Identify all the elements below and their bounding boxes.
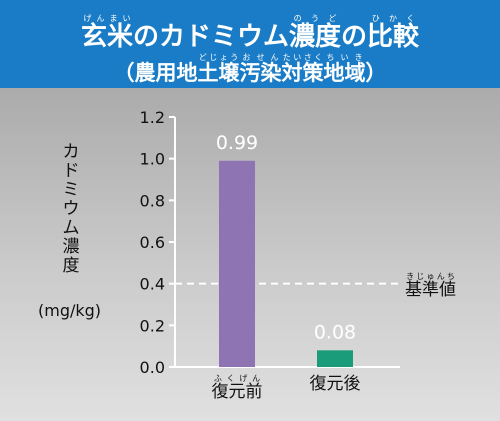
header-banner: 玄米げんまいのカドミウム濃度のうどの比較ひかく （農用地土壌どじょう汚染おせん対… [0,0,500,88]
y-tick-label: 0.8 [140,191,165,210]
ruby-base-text: 対策 [281,61,324,85]
ruby-segment: 玄米げんまい [80,15,133,53]
ruby-reading: おせん [239,53,282,62]
bar-value-label: 0.08 [314,321,356,343]
ruby-reading: たいさく [281,53,324,62]
bar [219,160,255,367]
ruby-reading: どじょう [197,53,240,62]
x-category-label: 復元後 [290,374,380,393]
reference-line-label: 基準値きじゅんち [405,272,456,301]
y-tick-label: 1.2 [140,108,165,127]
ruby-segment: 比較ひかく [367,15,420,53]
reference-label-ruby: きじゅんち [405,272,456,281]
ruby-reading: ちいき [323,53,366,62]
ruby-segment: 濃度のうど [289,15,342,53]
x-category-text: 復元後 [309,374,361,394]
x-category-text: 復元前 [211,382,263,402]
title-text-segment: 農用地 [134,61,198,85]
y-tick-label: 0.6 [140,233,165,252]
reference-label-text: 基準値 [405,280,456,300]
y-tick-label: 1.0 [140,150,165,169]
subtitle-open-paren: （ [113,61,135,85]
ruby-segment: 汚染おせん [239,54,282,86]
y-tick-label: 0.4 [140,275,165,294]
ruby-base-text: 土壌 [197,61,240,85]
ruby-segment: 地域ちいき [323,54,366,86]
subtitle-close-paren: ） [365,61,387,85]
ruby-base-text: 汚染 [239,61,282,85]
ruby-segment: 対策たいさく [281,54,324,86]
ruby-base-text: 比較 [367,22,420,52]
x-category-label: 復元前ふくげん [192,374,282,402]
ruby-base-text: 玄米 [80,22,133,52]
ruby-base-text: 濃度 [289,22,342,52]
chart-title: 玄米げんまいのカドミウム濃度のうどの比較ひかく [0,14,500,53]
ruby-reading: のうど [289,14,341,23]
title-text-segment: の [132,22,159,52]
subtitle-body: 農用地土壌どじょう汚染おせん対策たいさく地域ちいき [134,54,366,86]
bar [317,350,353,367]
bar-value-label: 0.99 [216,132,258,154]
y-axis-unit: (mg/kg) [38,301,102,320]
ruby-base-text: 地域 [323,61,366,85]
ruby-segment: 土壌どじょう [197,54,240,86]
y-tick-label: 0.0 [140,358,165,377]
ruby-reading: ひかく [367,14,420,23]
chart-subtitle: （農用地土壌どじょう汚染おせん対策たいさく地域ちいき） [0,53,500,86]
y-tick-label: 0.2 [140,316,165,335]
y-axis-label: カドミウム濃度 [62,142,80,276]
x-category-ruby: ふくげん [211,374,263,383]
title-text-segment: カドミウム [158,22,289,52]
ruby-reading: げんまい [80,14,133,23]
title-text-segment: の [341,22,368,52]
